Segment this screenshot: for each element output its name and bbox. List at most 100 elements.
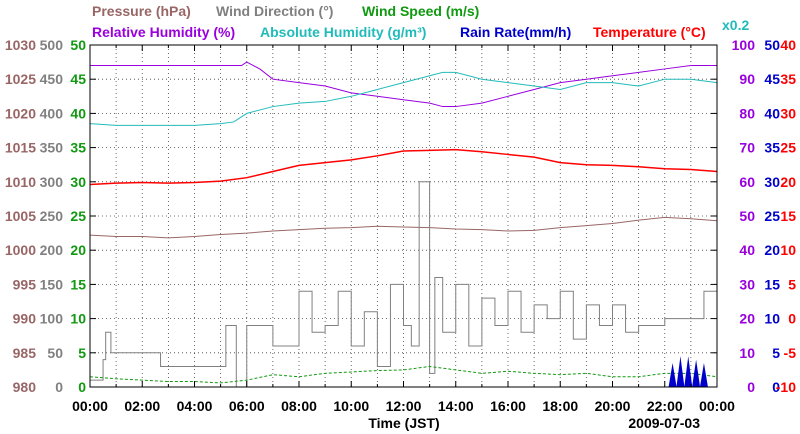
tick-label-temperature: 10 <box>780 242 796 258</box>
tick-label-pressure: 1025 <box>5 71 36 87</box>
tick-label-relative-humidity: 30 <box>739 276 755 292</box>
tick-label-rain-rate: 35 <box>764 140 780 156</box>
x-tick-label: 20:00 <box>595 398 631 414</box>
tick-label-rain-rate: 25 <box>764 208 780 224</box>
legend-wind-speed: Wind Speed (m/s) <box>362 3 479 19</box>
tick-label-relative-humidity: 20 <box>739 311 755 327</box>
tick-label-wind-direction: 150 <box>40 276 64 292</box>
tick-label-temperature: 20 <box>780 174 796 190</box>
legend-wind-direction: Wind Direction (°) <box>216 3 333 19</box>
series-line-temperature-c <box>89 148 718 186</box>
rain-rate-mark <box>699 363 708 387</box>
tick-label-temperature: 35 <box>780 71 796 87</box>
tick-label-rain-rate: 45 <box>764 71 780 87</box>
rain-rate-mark <box>668 363 677 387</box>
tick-label-wind-direction: 450 <box>40 71 64 87</box>
tick-label-relative-humidity: 40 <box>739 242 755 258</box>
tick-label-relative-humidity: 50 <box>739 208 755 224</box>
tick-label-pressure: 1020 <box>5 105 36 121</box>
tick-label-pressure: 980 <box>13 379 37 395</box>
tick-label-rain-rate: 20 <box>764 242 780 258</box>
tick-label-relative-humidity: 90 <box>739 71 755 87</box>
x-tick-label: 04:00 <box>177 398 213 414</box>
tick-label-wind-speed: 0 <box>78 379 86 395</box>
tick-label-temperature: 0 <box>788 311 796 327</box>
tick-label-wind-direction: 400 <box>40 105 64 121</box>
tick-label-wind-direction: 200 <box>40 242 64 258</box>
tick-label-pressure: 985 <box>13 345 37 361</box>
chart-date: 2009-07-03 <box>628 415 700 431</box>
x-tick-label: 08:00 <box>281 398 317 414</box>
tick-label-temperature: 30 <box>780 105 796 121</box>
tick-label-pressure: 1000 <box>5 242 36 258</box>
x-axis-label: Time (JST) <box>368 415 439 431</box>
rain-rate-mark <box>684 356 693 387</box>
x-tick-label: 22:00 <box>647 398 683 414</box>
tick-label-temperature: 5 <box>788 276 796 292</box>
tick-label-wind-speed: 40 <box>70 105 86 121</box>
tick-label-temperature: -5 <box>784 345 797 361</box>
x-tick-label: 02:00 <box>124 398 160 414</box>
tick-label-relative-humidity: 70 <box>739 140 755 156</box>
tick-label-pressure: 995 <box>13 276 37 292</box>
tick-label-wind-speed: 45 <box>70 71 86 87</box>
x-tick-label: 00:00 <box>72 398 108 414</box>
legend-absolute-humidity: Absolute Humidity (g/m³) <box>260 24 426 40</box>
series-layer <box>89 61 718 388</box>
tick-label-relative-humidity: 10 <box>739 345 755 361</box>
legend-pressure: Pressure (hPa) <box>92 3 191 19</box>
tick-label-pressure: 1015 <box>5 140 36 156</box>
tick-label-temperature: 40 <box>780 37 796 53</box>
tick-label-temperature: 15 <box>780 208 796 224</box>
tick-label-wind-speed: 5 <box>78 345 86 361</box>
tick-label-relative-humidity: 60 <box>739 174 755 190</box>
tick-label-rain-rate: 10 <box>764 311 780 327</box>
x-tick-label: 00:00 <box>699 398 735 414</box>
tick-label-relative-humidity: 80 <box>739 105 755 121</box>
legend-relative-humidity: Relative Humidity (%) <box>92 24 235 40</box>
tick-label-rain-rate: 15 <box>764 276 780 292</box>
tick-label-rain-rate: 5 <box>772 345 780 361</box>
tick-label-rain-rate: 0 <box>772 379 780 395</box>
tick-label-wind-speed: 25 <box>70 208 86 224</box>
tick-label-wind-direction: 350 <box>40 140 64 156</box>
series-line-absolute-humidity-g-m <box>89 71 718 126</box>
legend-rain-rate: Rain Rate(mm/h) <box>460 24 571 40</box>
tick-label-wind-direction: 50 <box>47 345 63 361</box>
x-tick-label: 06:00 <box>229 398 265 414</box>
tick-label-pressure: 990 <box>13 311 37 327</box>
tick-label-rain-rate: 30 <box>764 174 780 190</box>
x-tick-label: 14:00 <box>438 398 474 414</box>
tick-label-temperature: 25 <box>780 140 796 156</box>
x-tick-label: 18:00 <box>542 398 578 414</box>
tick-label-rain-rate: 40 <box>764 105 780 121</box>
series-line-wind-direction <box>90 181 717 388</box>
x-tick-label: 16:00 <box>490 398 526 414</box>
tick-label-rain-rate: 50 <box>764 37 780 53</box>
series-line-relative-humidity <box>90 61 717 108</box>
legend-temperature: Temperature (°C) <box>593 24 706 40</box>
tick-label-pressure: 1010 <box>5 174 36 190</box>
rain-rate-mark <box>676 356 685 387</box>
tick-label-wind-direction: 250 <box>40 208 64 224</box>
tick-label-relative-humidity: 0 <box>747 379 755 395</box>
tick-label-wind-speed: 50 <box>70 37 86 53</box>
tick-label-wind-speed: 30 <box>70 174 86 190</box>
series-line-pressure-hpa <box>89 216 718 239</box>
tick-label-wind-direction: 500 <box>40 37 64 53</box>
tick-label-pressure: 1030 <box>5 37 36 53</box>
axes-layer: 1030102510201015101010051000995990985980… <box>5 37 796 414</box>
tick-label-wind-direction: 100 <box>40 311 64 327</box>
tick-label-pressure: 1005 <box>5 208 36 224</box>
tick-label-wind-speed: 20 <box>70 242 86 258</box>
tick-label-wind-direction: 0 <box>55 379 63 395</box>
tick-label-wind-speed: 10 <box>70 311 86 327</box>
x-tick-label: 12:00 <box>386 398 422 414</box>
x-tick-label: 10:00 <box>333 398 369 414</box>
rain-rate-mark <box>692 359 701 387</box>
tick-label-temperature: -10 <box>776 379 796 395</box>
absolute-humidity-scale-note: x0.2 <box>722 17 749 33</box>
tick-label-wind-speed: 35 <box>70 140 86 156</box>
